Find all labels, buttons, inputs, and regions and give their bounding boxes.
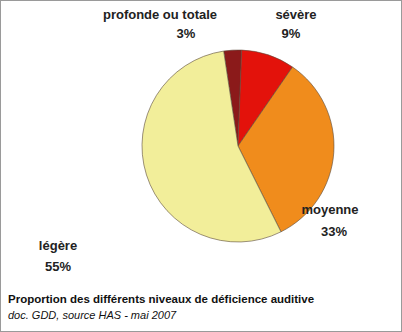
frame <box>1 1 402 332</box>
chart: profonde ou totale 3% sévère 9% moyenne 33% lé… <box>0 0 402 332</box>
data-label: 33% <box>321 224 347 239</box>
category-label: légère <box>39 238 77 253</box>
data-label: 55% <box>45 259 71 274</box>
data-label: 9% <box>282 26 301 41</box>
data-label: 3% <box>177 26 196 41</box>
subtitle: doc. GDD, source HAS - mai 2007 <box>8 309 177 321</box>
category-label: moyenne <box>301 202 358 217</box>
category-label: sévère <box>275 7 316 22</box>
title: Proportion des différents niveaux de déf… <box>8 293 314 305</box>
category-label: profonde ou totale <box>103 7 217 22</box>
labels: profonde ou totale 3% sévère 9% moyenne 33% lé… <box>39 7 359 274</box>
pie-slice <box>142 51 281 242</box>
